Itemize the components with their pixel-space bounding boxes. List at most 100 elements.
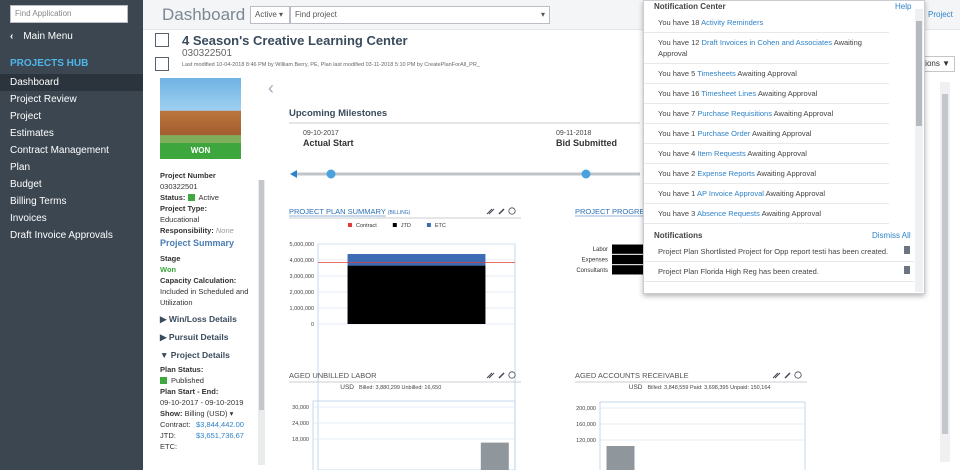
approval-link[interactable]: Timesheet Lines bbox=[701, 89, 757, 98]
carousel-prev[interactable]: ‹ bbox=[268, 78, 274, 98]
scroll-thumb[interactable] bbox=[916, 21, 922, 126]
project-search[interactable]: Find project ▾ bbox=[290, 6, 550, 24]
amount-label: ETC: bbox=[160, 442, 178, 451]
nav-item[interactable]: Invoices bbox=[10, 213, 47, 224]
notification-text: Project Plan Shortlisted Project for Opp… bbox=[658, 247, 889, 256]
approval-link[interactable]: Purchase Requisitions bbox=[697, 109, 772, 118]
approval-status: Awaiting Approval bbox=[761, 209, 822, 218]
milestone-date: 09-10-2017 bbox=[303, 130, 339, 137]
bar-segment bbox=[347, 254, 486, 266]
amount-row: JTD: $3,651,736.67 bbox=[160, 430, 256, 441]
dismiss-all[interactable]: Dismiss All bbox=[872, 231, 911, 240]
milestone-label: Actual Start bbox=[303, 138, 354, 148]
section-title: Upcoming Milestones bbox=[289, 108, 387, 119]
approval-item: You have 18 Activity Reminders bbox=[644, 13, 889, 33]
approval-status: Awaiting Approval bbox=[765, 189, 826, 198]
approval-count: You have 2 bbox=[658, 169, 696, 178]
edit-icon bbox=[498, 208, 505, 215]
scrollbar[interactable] bbox=[915, 9, 923, 292]
approval-link[interactable]: Absence Requests bbox=[696, 209, 760, 218]
nav-item[interactable]: Dashboard bbox=[0, 74, 143, 91]
approval-item: You have 12 Draft Invoices in Cohen and … bbox=[644, 33, 889, 64]
nav-item[interactable]: Estimates bbox=[10, 128, 54, 139]
scrollbar[interactable] bbox=[258, 180, 265, 465]
approval-link[interactable]: AP Invoice Approval bbox=[696, 189, 764, 198]
approval-link[interactable]: Purchase Order bbox=[697, 129, 751, 138]
nav-item[interactable]: Billing Terms bbox=[10, 196, 67, 207]
field-value: None bbox=[215, 226, 234, 235]
approval-link[interactable]: Item Requests bbox=[697, 149, 746, 158]
section-toggle[interactable]: ▼ Project Details bbox=[160, 350, 230, 360]
plot-frame bbox=[312, 400, 516, 470]
nav-item[interactable]: Project bbox=[10, 111, 42, 122]
chart-title: AGED ACCOUNTS RECEIVABLE bbox=[575, 371, 689, 380]
chart-currency: USD bbox=[340, 384, 354, 391]
notification-center: Notification Center Help You have 18 Act… bbox=[643, 0, 925, 294]
amount-value[interactable]: $3,651,736.67 bbox=[196, 431, 244, 440]
field-label: Stage bbox=[160, 254, 181, 263]
y-tick-label: 30,000 bbox=[292, 405, 309, 411]
approval-link[interactable]: Expense Reports bbox=[697, 169, 755, 178]
section-toggle[interactable]: ▶ Win/Loss Details bbox=[160, 314, 237, 324]
section-toggle[interactable]: ▶ Pursuit Details bbox=[160, 332, 229, 342]
delete-icon[interactable] bbox=[904, 266, 910, 274]
field-value: 030322501 bbox=[160, 182, 198, 191]
y-tick-label: 120,000 bbox=[576, 438, 596, 444]
app-search[interactable]: Find Application bbox=[10, 5, 128, 23]
section-title: Project Summary bbox=[160, 238, 235, 248]
bar-segment bbox=[347, 265, 486, 324]
project-image: WON bbox=[160, 78, 241, 159]
amount-row: Contract: $3,844,442.00 bbox=[160, 419, 256, 430]
show-select[interactable]: Billing (USD) bbox=[184, 409, 228, 418]
approval-link[interactable]: Timesheets bbox=[697, 69, 736, 78]
project-icon[interactable] bbox=[155, 33, 169, 47]
nav-item[interactable]: Project Review bbox=[10, 94, 77, 105]
approval-item: You have 1 AP Invoice Approval Awaiting … bbox=[644, 184, 889, 204]
y-tick-label: 200,000 bbox=[576, 406, 596, 412]
milestone-date: 09-11-2018 bbox=[556, 130, 591, 137]
help-link[interactable]: Help bbox=[895, 2, 912, 11]
scroll-thumb[interactable] bbox=[942, 94, 948, 434]
notification-text: Project Plan Florida High Reg has been c… bbox=[658, 267, 819, 276]
hub-title: PROJECTS HUB bbox=[10, 58, 89, 69]
approval-link[interactable]: Activity Reminders bbox=[701, 18, 764, 27]
approval-status: Awaiting Approval bbox=[773, 109, 834, 118]
delete-icon[interactable] bbox=[904, 246, 910, 254]
notification-list: Project Plan Shortlisted Project for Opp… bbox=[644, 242, 914, 282]
notifications-title: Notifications bbox=[654, 231, 703, 240]
org-icon[interactable] bbox=[155, 57, 169, 71]
section-label: Pursuit Details bbox=[168, 332, 229, 342]
plot-frame bbox=[599, 401, 806, 470]
y-tick-label: 18,000 bbox=[292, 437, 309, 443]
main-menu[interactable]: ‹ Main Menu bbox=[10, 31, 73, 42]
field-label: Status: bbox=[160, 193, 186, 202]
approval-item: You have 4 Item Requests Awaiting Approv… bbox=[644, 144, 889, 164]
nav-item[interactable]: Draft Invoice Approvals bbox=[10, 230, 113, 241]
expand-icon bbox=[486, 372, 495, 379]
nav-item[interactable]: Contract Management bbox=[10, 145, 109, 156]
approval-count: You have 7 bbox=[658, 109, 696, 118]
y-tick-label: 160,000 bbox=[576, 422, 596, 428]
nav-item[interactable]: Plan bbox=[10, 162, 31, 173]
scrollbar[interactable] bbox=[940, 82, 950, 462]
approval-link[interactable]: Draft Invoices in Cohen and Associates bbox=[701, 38, 833, 47]
legend-label: Contract bbox=[356, 223, 377, 229]
project-link[interactable]: Project bbox=[928, 10, 953, 19]
field-label: Plan Start - End: bbox=[160, 387, 219, 396]
scroll-thumb[interactable] bbox=[259, 180, 264, 410]
chart-title: PROJECT PROGRESS bbox=[575, 207, 654, 216]
y-tick-label: 0 bbox=[311, 322, 314, 328]
approval-list: You have 18 Activity Reminders You have 1… bbox=[644, 13, 914, 224]
field-value: Active bbox=[198, 193, 219, 202]
amount-value[interactable]: $3,844,442.00 bbox=[196, 420, 244, 429]
chart-summary: Billed: 3,848,559 Paid: 3,698,395 Unpaid… bbox=[648, 385, 771, 391]
approval-item: You have 5 Timesheets Awaiting Approval bbox=[644, 64, 889, 84]
field-label: Capacity Calculation: bbox=[160, 276, 237, 285]
status-select[interactable]: Active ▾ bbox=[250, 6, 290, 24]
approval-status: Awaiting Approval bbox=[756, 169, 817, 178]
approval-count: You have 4 bbox=[658, 149, 696, 158]
nav-item[interactable]: Budget bbox=[10, 179, 42, 190]
project-number: 030322501 bbox=[182, 48, 233, 59]
expand-icon bbox=[772, 372, 781, 379]
actions-label: Actions bbox=[913, 59, 940, 68]
